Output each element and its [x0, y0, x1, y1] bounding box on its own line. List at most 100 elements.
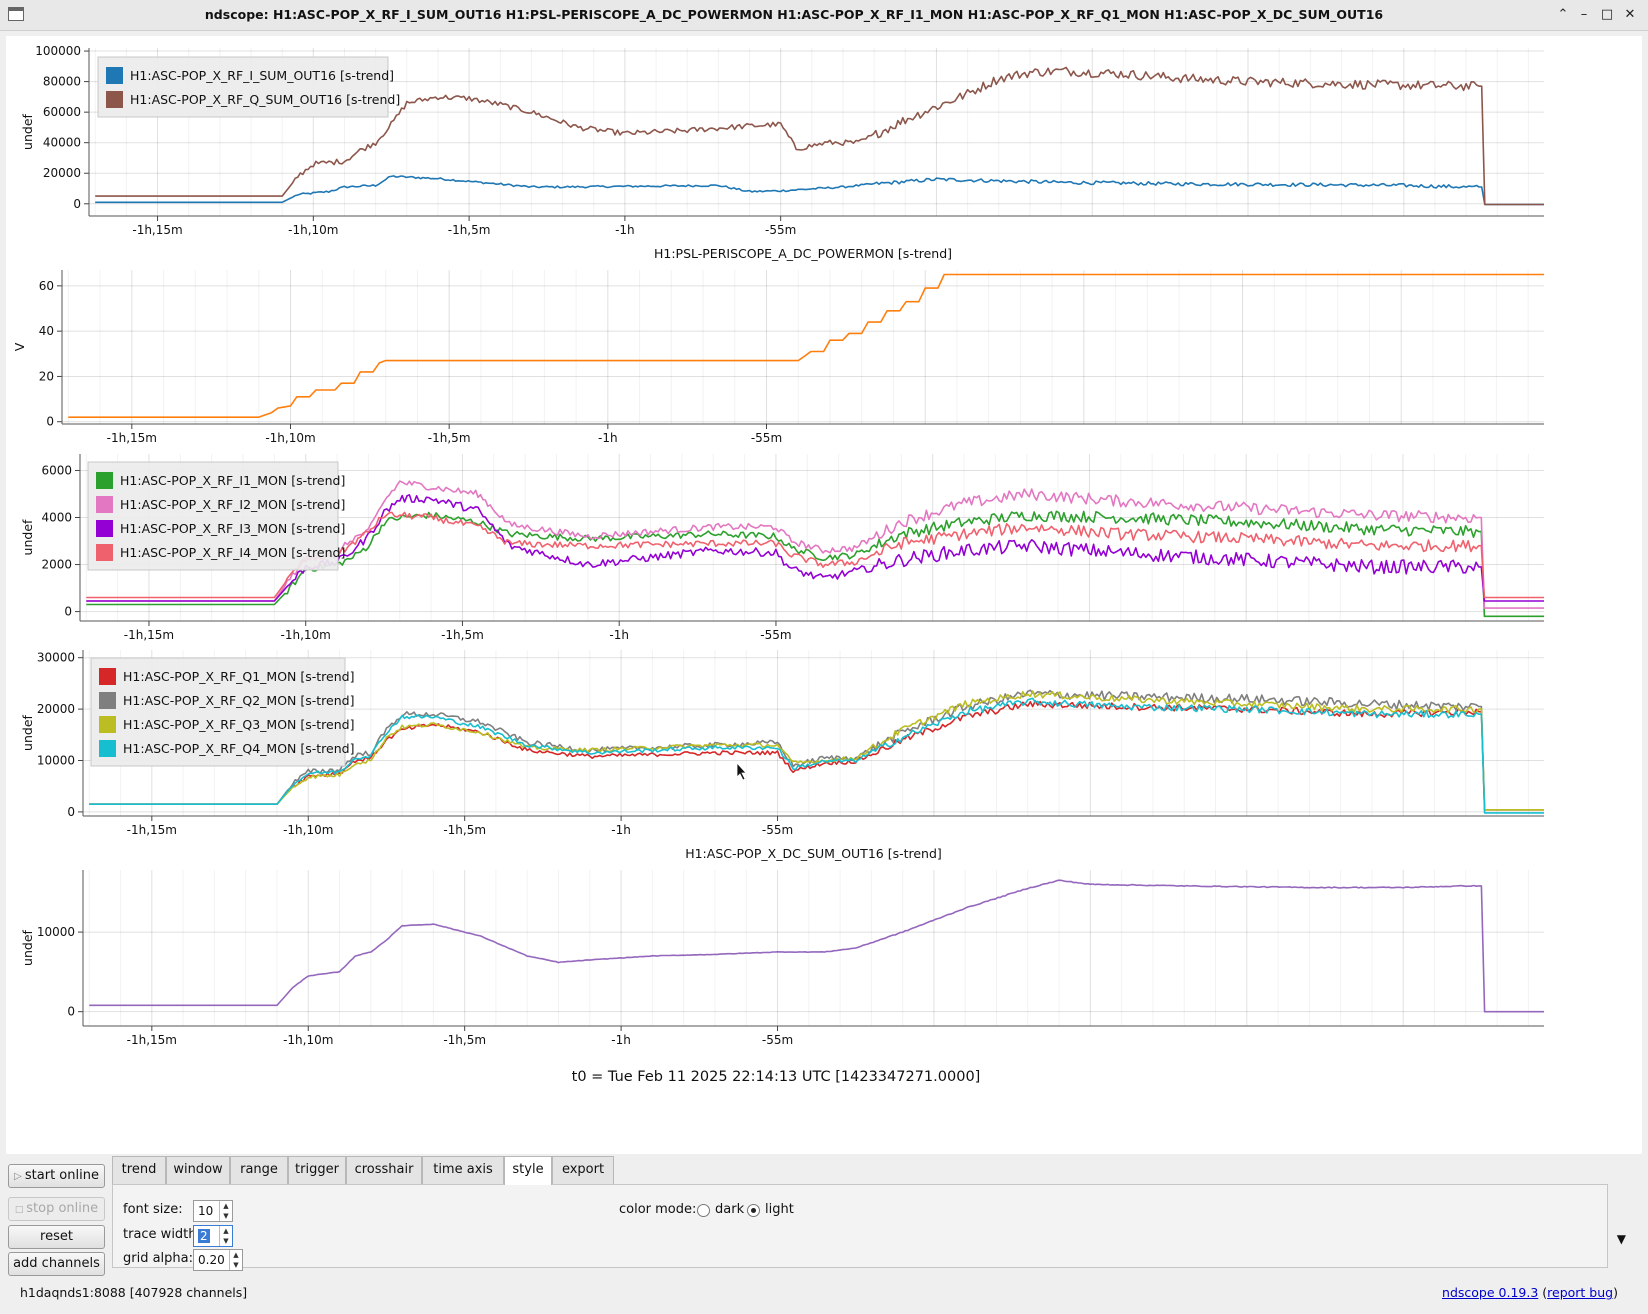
legend-swatch: [99, 716, 116, 733]
x-tick-label: -1h,5m: [443, 823, 486, 837]
font-size-value: 10: [198, 1204, 214, 1218]
t0-label: t0 = Tue Feb 11 2025 22:14:13 UTC [14233…: [572, 1069, 981, 1085]
minimize-button[interactable]: –: [1580, 7, 1588, 22]
legend-swatch: [99, 740, 116, 757]
x-tick-label: -1h,5m: [443, 1033, 486, 1047]
maximize-button[interactable]: □: [1600, 7, 1614, 22]
report-bug-link[interactable]: report bug: [1547, 1285, 1614, 1300]
plot-area[interactable]: 100000 80000 60000 40000 20000 0 -1h,15m -1h,10…: [6, 36, 1642, 1154]
version-number: 0.19.3: [1498, 1285, 1539, 1300]
color-mode-dark-radio[interactable]: [697, 1204, 710, 1217]
tab-range[interactable]: range: [230, 1156, 288, 1184]
legend-entry[interactable]: H1:ASC-POP_X_RF_I4_MON [s-trend]: [120, 545, 345, 560]
legend-entry[interactable]: H1:ASC-POP_X_RF_Q4_MON [s-trend]: [123, 741, 354, 756]
legend-swatch: [96, 472, 113, 489]
y-tick-label: 40000: [43, 136, 81, 150]
x-tick-label: -1h: [611, 1033, 631, 1047]
plot-2[interactable]: 60 40 20 0 -1h,15m -1h,10m -1h,5m -1h -55m V H1:PS…: [12, 246, 1544, 445]
series-line: [89, 689, 1544, 811]
x-tick-label: -55m: [760, 628, 791, 642]
tab-style[interactable]: style: [504, 1156, 552, 1185]
x-tick-label: -1h,15m: [127, 1033, 177, 1047]
close-button[interactable]: ✕: [1624, 7, 1636, 22]
legend-box: [97, 56, 389, 118]
x-tick-label: -55m: [765, 223, 796, 237]
y-tick-label: 80000: [43, 75, 81, 89]
mouse-cursor-icon: [736, 761, 747, 781]
legend-entry[interactable]: H1:ASC-POP_X_RF_I1_MON [s-trend]: [120, 473, 345, 488]
spin-arrows-icon[interactable]: ▲ ▼: [219, 1226, 232, 1246]
trace-width-spinbox[interactable]: 2 ▲ ▼: [193, 1225, 233, 1247]
spin-arrows-icon[interactable]: ▲ ▼: [229, 1250, 242, 1270]
legend-box: [90, 657, 346, 767]
legend-swatch: [106, 91, 123, 108]
legend-swatch: [96, 496, 113, 513]
stop-online-button[interactable]: □ stop online: [8, 1197, 105, 1221]
y-tick-label: 40: [39, 324, 54, 338]
style-tab-pane: font size: 10 ▲ ▼ trace width: 2 ▲ ▼ grid al…: [112, 1184, 1608, 1271]
legend-entry[interactable]: H1:ASC-POP_X_RF_Q1_MON [s-trend]: [123, 669, 354, 684]
series-line: [89, 700, 1544, 811]
legend-entry[interactable]: H1:ASC-POP_X_RF_I3_MON [s-trend]: [120, 521, 345, 536]
tab-export[interactable]: export: [552, 1156, 614, 1184]
tab-trend[interactable]: trend: [112, 1156, 166, 1184]
start-online-label: start online: [24, 1168, 99, 1183]
y-tick-label: 10000: [37, 925, 75, 939]
chevron-up-icon[interactable]: ⌃: [1557, 7, 1569, 22]
legend-entry[interactable]: H1:ASC-POP_X_RF_I_SUM_OUT16 [s-trend]: [130, 68, 394, 83]
version-info: ndscope 0.19.3 (report bug): [1442, 1285, 1618, 1300]
expand-arrow-icon[interactable]: ▼: [1616, 1232, 1626, 1246]
y-tick-label: 30000: [37, 651, 75, 665]
grid-alpha-spinbox[interactable]: 0.20 ▲ ▼: [193, 1249, 243, 1271]
legend-entry[interactable]: H1:ASC-POP_X_RF_I2_MON [s-trend]: [120, 497, 345, 512]
series-line: [89, 879, 1544, 1013]
plot-1[interactable]: 100000 80000 60000 40000 20000 0 -1h,15m -1h,10…: [20, 44, 1544, 237]
x-tick-label: -1h,10m: [281, 628, 331, 642]
x-tick-label: -1h: [609, 628, 629, 642]
tab-trigger[interactable]: trigger: [288, 1156, 346, 1184]
trace-width-label: trace width:: [123, 1227, 201, 1242]
series-line: [68, 273, 1544, 418]
y-axis-label: undef: [20, 519, 35, 555]
legend-entry[interactable]: H1:ASC-POP_X_RF_Q2_MON [s-trend]: [123, 693, 354, 708]
x-tick-label: -1h,15m: [124, 628, 174, 642]
app-icon: [8, 7, 24, 21]
y-tick-label: 60: [39, 279, 54, 293]
color-mode-light-radio[interactable]: [747, 1204, 760, 1217]
legend-entry[interactable]: H1:ASC-POP_X_RF_Q_SUM_OUT16 [s-trend]: [130, 92, 400, 107]
x-tick-label: -55m: [762, 823, 793, 837]
legend-swatch: [99, 692, 116, 709]
legend-swatch: [106, 67, 123, 84]
version-link[interactable]: ndscope 0.19.3: [1442, 1285, 1538, 1300]
y-tick-label: 0: [67, 805, 75, 819]
plot-4[interactable]: 30000 20000 10000 0 -1h,15m -1h,10m -1h,5m -1h -…: [20, 650, 1544, 837]
y-tick-label: 4000: [41, 511, 72, 525]
y-tick-label: 0: [64, 605, 72, 619]
y-tick-label: 100000: [35, 44, 81, 58]
start-online-button[interactable]: ▷ start online: [8, 1164, 105, 1188]
legend-entry[interactable]: H1:ASC-POP_X_RF_Q3_MON [s-trend]: [123, 717, 354, 732]
tab-time-axis[interactable]: time axis: [422, 1156, 504, 1184]
plot-3[interactable]: 6000 4000 2000 0 -1h,15m -1h,10m -1h,5m -1h -55m…: [20, 454, 1544, 642]
plot-5[interactable]: 10000 0 -1h,15m -1h,10m -1h,5m -1h -55m undef H1…: [20, 846, 1544, 1047]
y-tick-label: 2000: [41, 558, 72, 572]
x-tick-label: -1h,15m: [127, 823, 177, 837]
y-axis-label: undef: [20, 714, 35, 750]
trace-width-value: 2: [198, 1229, 210, 1243]
spin-arrows-icon[interactable]: ▲ ▼: [219, 1201, 232, 1221]
add-channels-button[interactable]: add channels: [8, 1252, 105, 1276]
font-size-spinbox[interactable]: 10 ▲ ▼: [193, 1200, 233, 1222]
x-tick-label: -1h,5m: [441, 628, 484, 642]
legend-swatch: [96, 544, 113, 561]
tab-crosshair[interactable]: crosshair: [346, 1156, 422, 1184]
legend-box: [87, 461, 339, 571]
y-axis-label: undef: [20, 113, 35, 149]
y-tick-label: 0: [67, 1005, 75, 1019]
x-tick-label: -1h,5m: [428, 431, 471, 445]
reset-button[interactable]: reset: [8, 1225, 105, 1249]
y-tick-label: 20: [39, 369, 54, 383]
x-tick-label: -1h,5m: [448, 223, 491, 237]
plot-title: H1:PSL-PERISCOPE_A_DC_POWERMON [s-trend]: [654, 246, 952, 261]
tab-window[interactable]: window: [166, 1156, 230, 1184]
